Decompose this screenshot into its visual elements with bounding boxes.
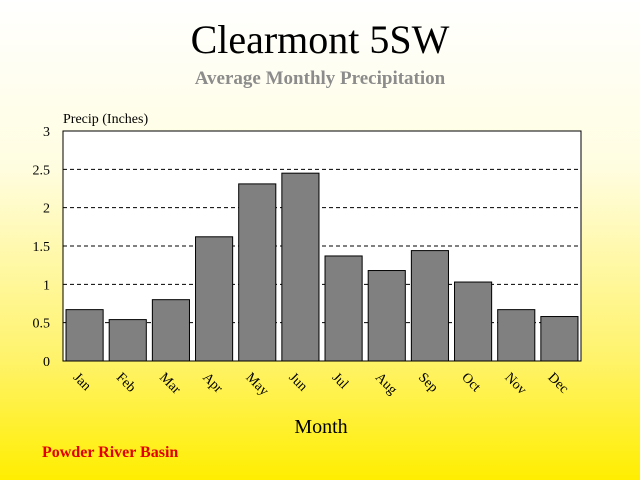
bar-may — [238, 183, 277, 362]
bar-oct — [454, 281, 493, 362]
chart-subtitle: Average Monthly Precipitation — [194, 68, 446, 89]
x-tick-label: Jan — [70, 370, 94, 394]
y-tick-label: 1 — [43, 278, 50, 293]
bar-jan — [65, 309, 104, 362]
x-tick-labels: Jan Feb Mar Apr May Jun Jul Aug Sep Oct Nov Dec — [70, 370, 571, 399]
bar-mar — [151, 299, 190, 362]
y-tick-label: 0.5 — [33, 317, 51, 332]
x-tick-label: Sep — [415, 370, 440, 395]
y-tick-label: 2.5 — [33, 163, 51, 178]
bar-apr — [195, 236, 234, 362]
bar-feb — [108, 319, 147, 362]
grid-lines — [63, 168, 581, 324]
x-axis-label: Month — [294, 416, 347, 438]
x-tick-label: Dec — [545, 370, 572, 397]
bar-jun — [281, 172, 320, 362]
chart-title: Clearmont 5SW — [190, 17, 450, 62]
x-tick-label: Feb — [113, 370, 138, 395]
bar-nov — [497, 309, 536, 362]
y-tick-label: 1.5 — [33, 240, 51, 255]
y-axis-label: Precip (Inches) — [63, 112, 148, 127]
bar-jul — [324, 255, 363, 362]
bar-aug — [367, 270, 406, 362]
x-tick-label: Jun — [286, 370, 310, 394]
y-tick-label: 2 — [43, 202, 50, 217]
x-tick-label: Jul — [329, 370, 351, 392]
x-tick-label: Apr — [199, 370, 225, 396]
x-tick-label: May — [242, 370, 271, 399]
x-tick-label: Oct — [458, 370, 483, 395]
bars — [65, 172, 579, 362]
x-tick-label: Mar — [156, 370, 183, 397]
basin-label: Powder River Basin — [42, 444, 179, 461]
x-tick-label: Aug — [372, 370, 400, 398]
bar-sep — [410, 250, 449, 362]
x-tick-label: Nov — [501, 370, 529, 398]
y-tick-label: 3 — [43, 125, 50, 140]
bar-dec — [540, 316, 579, 362]
y-tick-label: 0 — [43, 355, 50, 370]
y-tick-labels: 0 0.5 1 1.5 2 2.5 3 — [33, 125, 51, 370]
